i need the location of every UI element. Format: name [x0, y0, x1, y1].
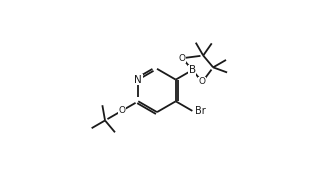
Text: N: N	[134, 75, 142, 85]
Text: O: O	[179, 54, 186, 63]
Text: Br: Br	[195, 106, 206, 116]
Text: O: O	[199, 77, 206, 86]
Text: B: B	[189, 65, 196, 75]
Text: O: O	[118, 106, 125, 115]
